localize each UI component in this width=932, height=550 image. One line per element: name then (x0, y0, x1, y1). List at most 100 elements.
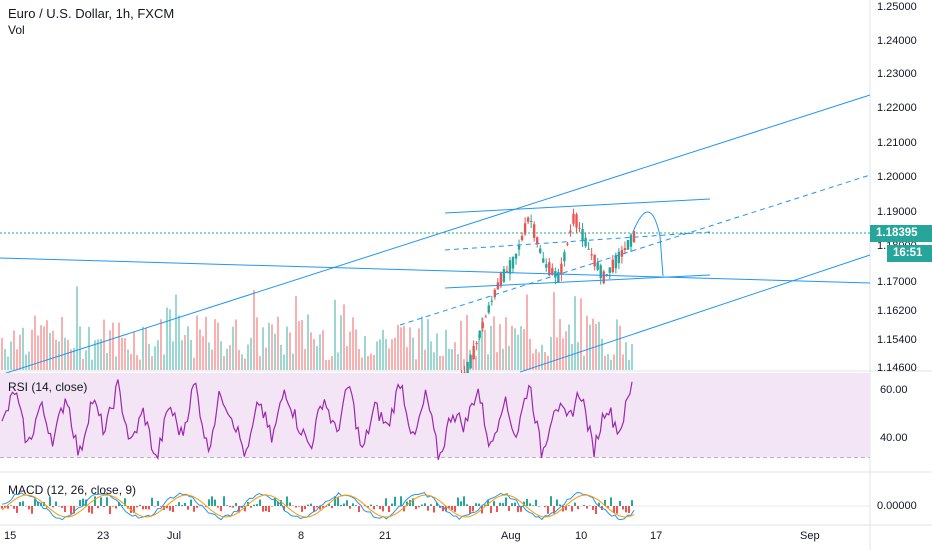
countdown-tag: 16:51 (887, 245, 932, 262)
volume-bar (415, 359, 417, 370)
macd-tick-label: 0.00000 (877, 500, 917, 512)
volume-bar (31, 329, 33, 370)
macd-histogram-bar (469, 506, 471, 514)
macd-histogram-bar (532, 505, 534, 506)
macd-histogram-bar (109, 506, 111, 515)
volume-bar (190, 340, 192, 370)
volume-bar (625, 342, 627, 370)
volume-bar (529, 338, 531, 370)
volume-bar (136, 355, 138, 370)
macd-title: MACD (12, 26, close, 9) (8, 483, 137, 497)
volume-bar (562, 338, 564, 370)
volume-bar (526, 294, 528, 370)
price-tick-label: 1.20000 (877, 171, 917, 183)
macd-histogram-bar (508, 506, 510, 511)
volume-bar (226, 348, 228, 370)
volume-bar (235, 319, 237, 370)
macd-histogram-bar (262, 506, 264, 512)
volume-bar (457, 353, 459, 370)
candle-body (590, 254, 593, 256)
candle-body (490, 300, 494, 302)
macd-histogram-bar (556, 499, 558, 506)
volume-bar (583, 355, 585, 370)
volume-bar (238, 349, 240, 370)
macd-histogram-bar (484, 504, 486, 506)
macd-histogram-bar (373, 506, 375, 510)
volume-bar (478, 334, 480, 370)
candle-body (584, 237, 587, 247)
volume-bar (346, 346, 348, 370)
candle-body (505, 270, 509, 272)
dashed-midline-2 (444, 231, 711, 251)
volume-bar (28, 351, 30, 370)
macd-histogram-bar (190, 499, 192, 506)
macd-histogram-bar (388, 506, 390, 512)
volume-bar (334, 299, 336, 370)
volume-bar (124, 338, 126, 370)
volume-bar (166, 307, 168, 370)
volume-bar (556, 337, 558, 370)
macd-histogram-bar (451, 506, 453, 510)
macd-histogram-bar (514, 502, 516, 506)
candle-body (617, 251, 621, 264)
macd-histogram-bar (493, 501, 495, 506)
candle-body (581, 228, 584, 241)
volume-bar (295, 296, 297, 370)
volume-bar (142, 326, 144, 370)
volume-bar (286, 326, 288, 370)
volume-bar (118, 322, 120, 370)
macd-histogram-bar (433, 506, 435, 513)
volume-bar (379, 339, 381, 370)
macd-histogram-bar (568, 505, 570, 506)
candle-body (620, 249, 624, 257)
macd-histogram-bar (241, 506, 243, 508)
price-tick-label: 1.15400 (877, 334, 917, 346)
macd-line (1, 492, 635, 521)
macd-histogram-bar (100, 497, 102, 506)
candle-body (626, 240, 630, 250)
volume-bar (133, 331, 135, 370)
volume-bar (187, 326, 189, 370)
price-tick-label: 1.16200 (877, 305, 917, 317)
macd-histogram-bar (253, 504, 255, 506)
macd-histogram-bar (16, 506, 18, 513)
candle-body (502, 269, 506, 282)
macd-histogram-bar (172, 506, 174, 513)
macd-histogram-bar (478, 503, 480, 506)
volume-bar (163, 354, 165, 370)
macd-histogram-bar (475, 503, 477, 506)
volume-bar (511, 325, 513, 370)
macd-signal-line (1, 494, 635, 518)
macd-histogram-bar (391, 503, 393, 506)
volume-bar (418, 328, 420, 370)
macd-histogram-bar (499, 502, 501, 506)
macd-histogram-bar (148, 506, 150, 510)
macd-histogram-bar (223, 496, 225, 506)
volume-bar (376, 341, 378, 370)
volume-bar (22, 327, 24, 370)
volume-bar (580, 298, 582, 370)
macd-histogram-bar (19, 502, 21, 506)
time-tick-label: 21 (379, 530, 392, 542)
volume-bar (454, 342, 456, 370)
volume-bar (439, 355, 441, 370)
macd-histogram-bar (295, 506, 297, 508)
macd-histogram-bar (523, 501, 525, 506)
volume-bar (535, 349, 537, 370)
projection-arc (632, 211, 664, 277)
volume-bar (382, 329, 384, 370)
macd-histogram-bar (442, 506, 444, 512)
candle-body (557, 271, 560, 283)
time-tick-label: 10 (575, 530, 588, 542)
volume-bar (343, 304, 345, 370)
volume-bar (619, 325, 621, 370)
macd-histogram-bar (625, 506, 627, 513)
volume-bar (448, 348, 450, 370)
macd-histogram-bar (382, 506, 384, 512)
macd-histogram-bar (529, 503, 531, 506)
volume-bar (40, 325, 42, 370)
volume-bar (289, 332, 291, 370)
candle-body (481, 322, 484, 329)
macd-histogram-bar (55, 501, 57, 506)
